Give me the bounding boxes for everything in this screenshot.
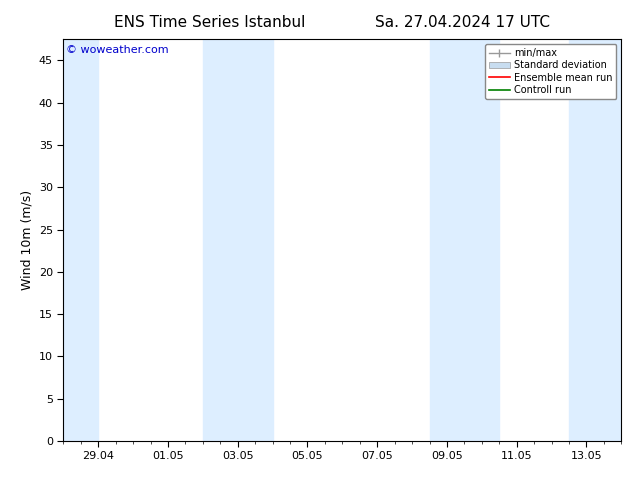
Bar <box>569 39 621 441</box>
Text: ENS Time Series Istanbul: ENS Time Series Istanbul <box>113 15 305 30</box>
Bar <box>203 39 273 441</box>
Y-axis label: Wind 10m (m/s): Wind 10m (m/s) <box>20 190 34 290</box>
Legend: min/max, Standard deviation, Ensemble mean run, Controll run: min/max, Standard deviation, Ensemble me… <box>485 44 616 99</box>
Bar <box>429 39 500 441</box>
Bar <box>63 39 98 441</box>
Text: Sa. 27.04.2024 17 UTC: Sa. 27.04.2024 17 UTC <box>375 15 550 30</box>
Text: © woweather.com: © woweather.com <box>66 45 169 55</box>
